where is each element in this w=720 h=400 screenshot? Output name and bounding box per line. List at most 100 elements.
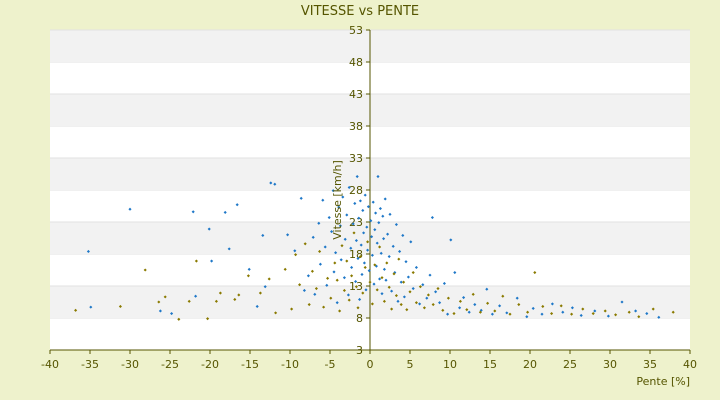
- data-point-olive: [307, 303, 311, 307]
- data-point-olive: [366, 240, 370, 244]
- data-point-olive: [298, 283, 302, 287]
- data-point-blue: [467, 310, 471, 314]
- data-point-blue: [255, 304, 259, 309]
- data-point-olive: [356, 306, 360, 310]
- y-tick-label: 8: [356, 312, 363, 325]
- data-point-olive: [157, 300, 161, 304]
- data-point-blue: [490, 312, 494, 316]
- data-point-blue: [363, 193, 367, 197]
- data-point-olive: [441, 308, 445, 312]
- data-point-blue: [372, 282, 376, 286]
- x-tick-label: -5: [325, 358, 336, 371]
- x-tick-label: 10: [443, 358, 457, 371]
- data-point-olive: [591, 311, 595, 316]
- data-point-olive: [358, 255, 362, 259]
- x-tick-label: 35: [643, 358, 657, 371]
- data-point-blue: [355, 175, 359, 179]
- data-point-blue: [223, 210, 227, 214]
- data-point-olive: [310, 269, 314, 273]
- data-point-olive: [382, 299, 386, 303]
- data-point-olive: [373, 263, 377, 267]
- data-point-blue: [354, 239, 358, 243]
- data-point-blue: [235, 203, 239, 207]
- data-point-blue: [561, 310, 565, 314]
- data-point-olive: [380, 276, 384, 280]
- data-point-blue: [425, 296, 429, 300]
- data-point-olive: [570, 312, 574, 316]
- data-point-olive: [345, 259, 349, 263]
- data-point-blue: [406, 275, 410, 279]
- x-tick-label: -20: [201, 358, 219, 371]
- data-point-olive: [550, 311, 554, 316]
- data-point-blue: [227, 247, 231, 251]
- data-point-blue: [313, 292, 317, 296]
- data-point-blue: [373, 228, 377, 232]
- x-tick-label: 25: [563, 358, 577, 371]
- data-point-blue: [458, 306, 462, 310]
- data-point-olive: [333, 261, 337, 265]
- data-point-blue: [384, 278, 388, 282]
- data-point-blue: [453, 271, 457, 275]
- data-point-olive: [402, 280, 406, 284]
- data-point-blue: [318, 262, 322, 266]
- data-point-blue: [394, 223, 398, 227]
- data-point-olive: [274, 311, 278, 315]
- data-point-olive: [322, 305, 326, 309]
- data-point-blue: [505, 311, 509, 315]
- data-point-olive: [508, 312, 512, 316]
- chart-title: VITESSE vs PENTE: [301, 4, 419, 19]
- data-point-olive: [458, 299, 462, 303]
- data-point-olive: [258, 291, 262, 295]
- data-point-blue: [351, 222, 355, 226]
- data-point-blue: [634, 309, 638, 313]
- data-point-blue: [362, 261, 366, 265]
- data-point-blue: [365, 225, 369, 229]
- x-tick-label: 40: [683, 358, 697, 371]
- x-tick-label: -25: [161, 358, 179, 371]
- data-point-blue: [374, 211, 378, 215]
- data-point-olive: [431, 303, 435, 307]
- data-point-olive: [397, 257, 401, 261]
- data-point-blue: [263, 285, 267, 289]
- data-point-olive: [340, 244, 344, 248]
- data-point-olive: [614, 313, 618, 317]
- data-point-blue: [421, 283, 425, 287]
- data-point-olive: [370, 302, 374, 306]
- data-point-blue: [380, 292, 384, 296]
- data-point-olive: [408, 290, 412, 294]
- data-point-blue: [438, 301, 442, 305]
- data-point-olive: [303, 242, 307, 246]
- data-point-blue: [434, 290, 438, 294]
- data-point-olive: [418, 285, 422, 289]
- data-point-olive: [290, 307, 294, 311]
- data-point-blue: [498, 304, 502, 308]
- y-tick-label: 33: [349, 152, 363, 165]
- data-point-blue: [473, 303, 477, 307]
- data-point-olive: [354, 285, 358, 289]
- data-point-blue: [485, 287, 489, 291]
- data-point-olive: [581, 307, 585, 311]
- data-point-blue: [418, 302, 422, 306]
- data-point-olive: [493, 309, 497, 313]
- data-point-blue: [89, 305, 93, 309]
- y-tick-label: 48: [349, 56, 363, 69]
- data-point-olive: [368, 280, 372, 284]
- data-point-blue: [341, 195, 345, 199]
- data-point-olive: [426, 293, 430, 297]
- data-point-olive: [347, 298, 351, 302]
- data-point-blue: [402, 295, 406, 299]
- data-point-blue: [462, 295, 466, 300]
- data-point-olive: [342, 288, 346, 293]
- x-tick-label: 20: [523, 358, 537, 371]
- x-tick-label: 15: [483, 358, 497, 371]
- data-point-olive: [651, 307, 655, 311]
- data-point-olive: [338, 309, 342, 313]
- data-point-blue: [367, 269, 371, 273]
- data-point-olive: [267, 277, 271, 281]
- data-point-olive: [452, 311, 456, 316]
- data-point-blue: [540, 312, 544, 316]
- data-point-blue: [376, 175, 380, 179]
- data-point-olive: [533, 271, 537, 275]
- data-point-blue: [531, 306, 535, 310]
